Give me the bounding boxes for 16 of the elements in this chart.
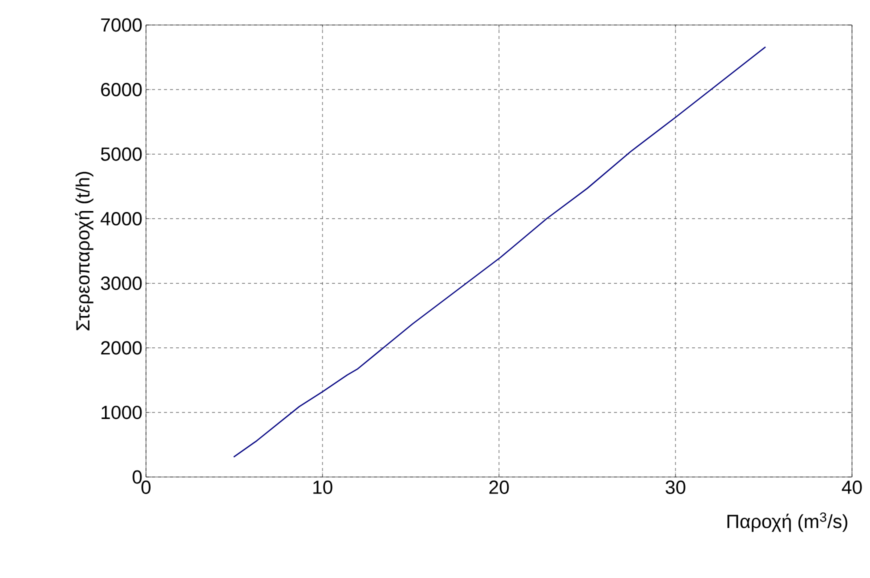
y-tick-label: 2000 <box>101 341 142 355</box>
x-tick-label: 20 <box>489 480 509 494</box>
y-tick-label: 1000 <box>102 406 142 420</box>
x-tick-label: 0 <box>141 480 151 494</box>
x-tick-label: 30 <box>666 480 686 494</box>
y-tick-label: 3000 <box>100 276 142 290</box>
y-tick-label: 4000 <box>100 212 142 226</box>
line-series <box>233 46 766 458</box>
x-axis-title: Παροχή (m$^{3}$/s) <box>727 512 848 532</box>
y-tick-label: 0 <box>132 470 142 484</box>
y-tick-label: 7000 <box>101 18 142 32</box>
y-axis-title: Στερεοπαροχή (t/h) <box>75 172 94 330</box>
x-tick-label: 40 <box>842 480 862 494</box>
y-tick-label: 5000 <box>100 147 142 161</box>
x-tick-label: 10 <box>313 480 332 494</box>
y-tick-label: 6000 <box>101 82 142 96</box>
